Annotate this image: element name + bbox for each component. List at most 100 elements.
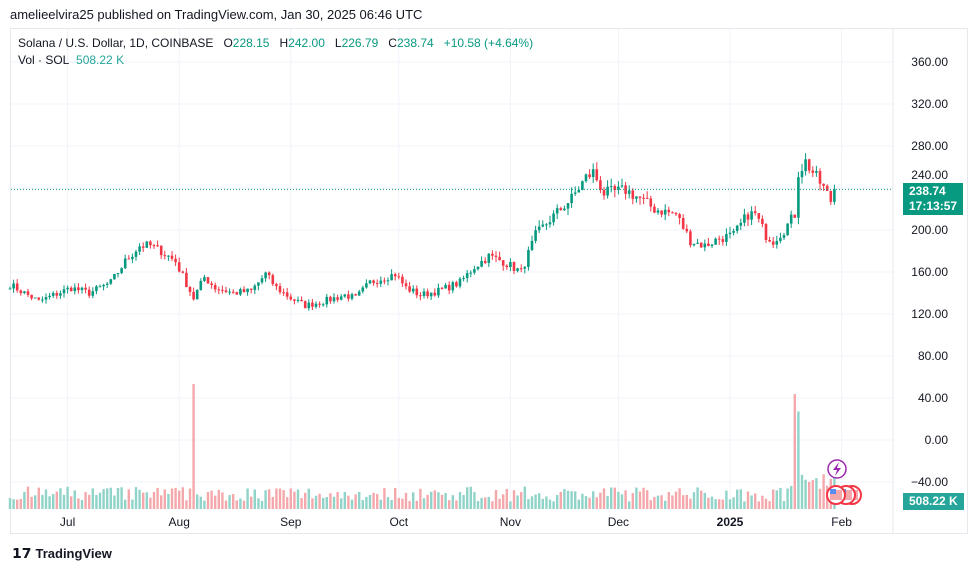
chart-frame bbox=[10, 28, 968, 534]
volume-bar bbox=[16, 499, 19, 509]
candle-body bbox=[804, 159, 807, 172]
volume-bar bbox=[264, 490, 267, 509]
candle-body bbox=[645, 197, 649, 199]
candle-body bbox=[149, 241, 152, 246]
volume-bar bbox=[170, 488, 174, 509]
volume-value: 508.22 K bbox=[76, 53, 125, 67]
volume-bar bbox=[422, 498, 426, 509]
volume-bar bbox=[440, 494, 444, 509]
us-flag-stripes bbox=[830, 490, 842, 500]
us-flag-canton bbox=[830, 489, 836, 494]
volume-bar bbox=[224, 500, 228, 509]
candle-body bbox=[181, 271, 185, 273]
volume-bar bbox=[541, 498, 544, 509]
candle-body bbox=[383, 280, 386, 282]
candle-body bbox=[617, 186, 620, 191]
volume-bar bbox=[239, 498, 242, 509]
volume-bar bbox=[210, 490, 213, 509]
candle-body bbox=[69, 287, 73, 292]
candle-body bbox=[375, 282, 379, 284]
candle-body bbox=[152, 245, 156, 247]
candle-body bbox=[775, 240, 779, 245]
volume-bar bbox=[365, 496, 368, 509]
volume-bar bbox=[109, 487, 112, 509]
volume-bar bbox=[660, 495, 663, 509]
high-value: 242.00 bbox=[288, 36, 325, 50]
candle-body bbox=[656, 210, 660, 213]
candle-body bbox=[91, 291, 95, 296]
volume-bar bbox=[685, 494, 688, 509]
volume-bar bbox=[415, 500, 418, 509]
candle-body bbox=[372, 280, 375, 283]
close-label: C bbox=[388, 36, 397, 50]
volume-bar bbox=[260, 501, 264, 509]
volume-bar bbox=[37, 487, 40, 509]
volume-bar bbox=[228, 495, 231, 509]
volume-bar bbox=[300, 498, 303, 509]
candle-body bbox=[534, 230, 537, 241]
candle-body bbox=[642, 197, 645, 199]
tradingview-logo[interactable]: 𝟭𝟳 TradingView bbox=[12, 545, 112, 562]
volume-bar bbox=[116, 488, 120, 509]
volume-bar bbox=[296, 489, 300, 509]
volume-bar bbox=[199, 496, 202, 509]
y-tick-label: 0.00 bbox=[925, 433, 949, 447]
volume-bar bbox=[707, 497, 710, 509]
volume-bar bbox=[325, 497, 328, 509]
volume-bar bbox=[275, 488, 278, 509]
candle-body bbox=[267, 272, 271, 276]
volume-bar bbox=[34, 495, 37, 509]
candle-body bbox=[545, 224, 548, 226]
high-label: H bbox=[279, 36, 289, 50]
volume-bar bbox=[754, 493, 757, 509]
candle-body bbox=[145, 241, 149, 248]
volume-bar bbox=[444, 492, 447, 509]
volume-bar bbox=[739, 489, 742, 509]
candle-body bbox=[624, 185, 627, 194]
volume-bar bbox=[516, 495, 519, 509]
volume-bar bbox=[455, 500, 458, 509]
candle-body bbox=[37, 297, 41, 300]
volume-bar bbox=[55, 491, 58, 509]
candle-body bbox=[609, 186, 613, 188]
volume-bar bbox=[426, 494, 429, 509]
volume-bar bbox=[653, 496, 656, 509]
candle-body bbox=[177, 262, 181, 272]
volume-bar bbox=[530, 496, 534, 509]
candle-body bbox=[390, 274, 393, 281]
candle-body bbox=[487, 253, 491, 263]
volume-bar bbox=[131, 499, 134, 509]
volume-bar bbox=[66, 486, 69, 509]
candle-body bbox=[635, 196, 638, 199]
candle-body bbox=[123, 258, 127, 269]
y-tick-label: 320.00 bbox=[911, 97, 948, 111]
volume-bar bbox=[368, 494, 372, 509]
candle-body bbox=[451, 282, 455, 291]
volume-bar bbox=[23, 491, 26, 509]
candle-body bbox=[833, 189, 836, 202]
volume-bar bbox=[664, 500, 667, 509]
candle-body bbox=[95, 286, 98, 292]
volume-bar bbox=[188, 488, 192, 509]
volume-bar bbox=[91, 488, 94, 509]
volume-bar bbox=[556, 494, 559, 509]
volume-bar bbox=[822, 474, 825, 509]
volume-bar bbox=[746, 491, 750, 509]
volume-bar bbox=[372, 492, 375, 509]
candle-body bbox=[8, 288, 12, 290]
volume-bar bbox=[304, 492, 307, 509]
candle-body bbox=[170, 255, 174, 259]
candle-body bbox=[653, 206, 656, 213]
lightning-glyph bbox=[833, 462, 841, 476]
volume-bar bbox=[95, 494, 98, 509]
candle-body bbox=[249, 288, 253, 290]
volume-bar bbox=[714, 499, 717, 509]
candle-body bbox=[102, 284, 105, 287]
last-price-tag: 238.74 17:13:57 bbox=[903, 183, 964, 215]
candle-body bbox=[134, 251, 138, 257]
volume-label: Vol · SOL bbox=[18, 53, 70, 67]
volume-bar bbox=[577, 499, 580, 509]
volume-bar bbox=[631, 493, 634, 509]
volume-bar bbox=[649, 500, 652, 509]
